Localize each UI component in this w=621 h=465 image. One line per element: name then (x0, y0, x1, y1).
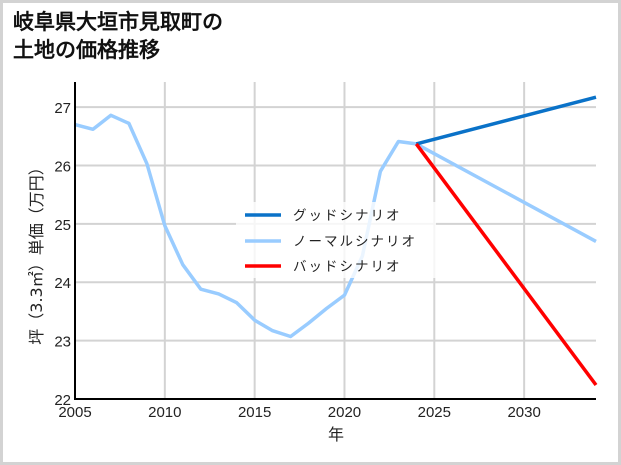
y-tick-label: 27 (54, 100, 71, 117)
chart-title: 岐阜県大垣市見取町の 土地の価格推移 (13, 8, 223, 64)
legend: グッドシナリオ ノーマルシナリオ バッドシナリオ (236, 202, 436, 278)
x-tick-label: 2025 (418, 404, 451, 421)
legend-label-normal: ノーマルシナリオ (293, 234, 417, 250)
y-tick-label: 26 (54, 158, 71, 175)
y-tick-label: 24 (54, 275, 71, 292)
series-line (74, 113, 597, 339)
chart-title-line-1: 岐阜県大垣市見取町の (13, 10, 223, 34)
x-tick-label: 2020 (328, 404, 361, 421)
tick-labels: 2005 2010 2015 2020 2025 2030 22 23 24 25 26 27 (54, 100, 541, 421)
x-tick-label: 2015 (238, 404, 271, 421)
data-series (74, 95, 598, 387)
series-line (414, 142, 598, 387)
x-tick-label: 2010 (148, 404, 181, 421)
axes (74, 82, 596, 400)
y-tick-label: 22 (54, 392, 71, 409)
y-axis-label: 坪（3.3㎡）単価（万円） (27, 159, 46, 344)
chart-title-line-2: 土地の価格推移 (13, 38, 160, 62)
x-tick-label: 2030 (507, 404, 540, 421)
legend-label-bad: バッドシナリオ (293, 259, 402, 275)
series-line (415, 95, 597, 146)
x-axis-label: 年 (328, 425, 344, 444)
x-tick-label: 2005 (58, 404, 91, 421)
y-tick-label: 23 (54, 334, 71, 351)
y-tick-label: 25 (54, 217, 71, 234)
legend-label-good: グッドシナリオ (293, 208, 402, 224)
